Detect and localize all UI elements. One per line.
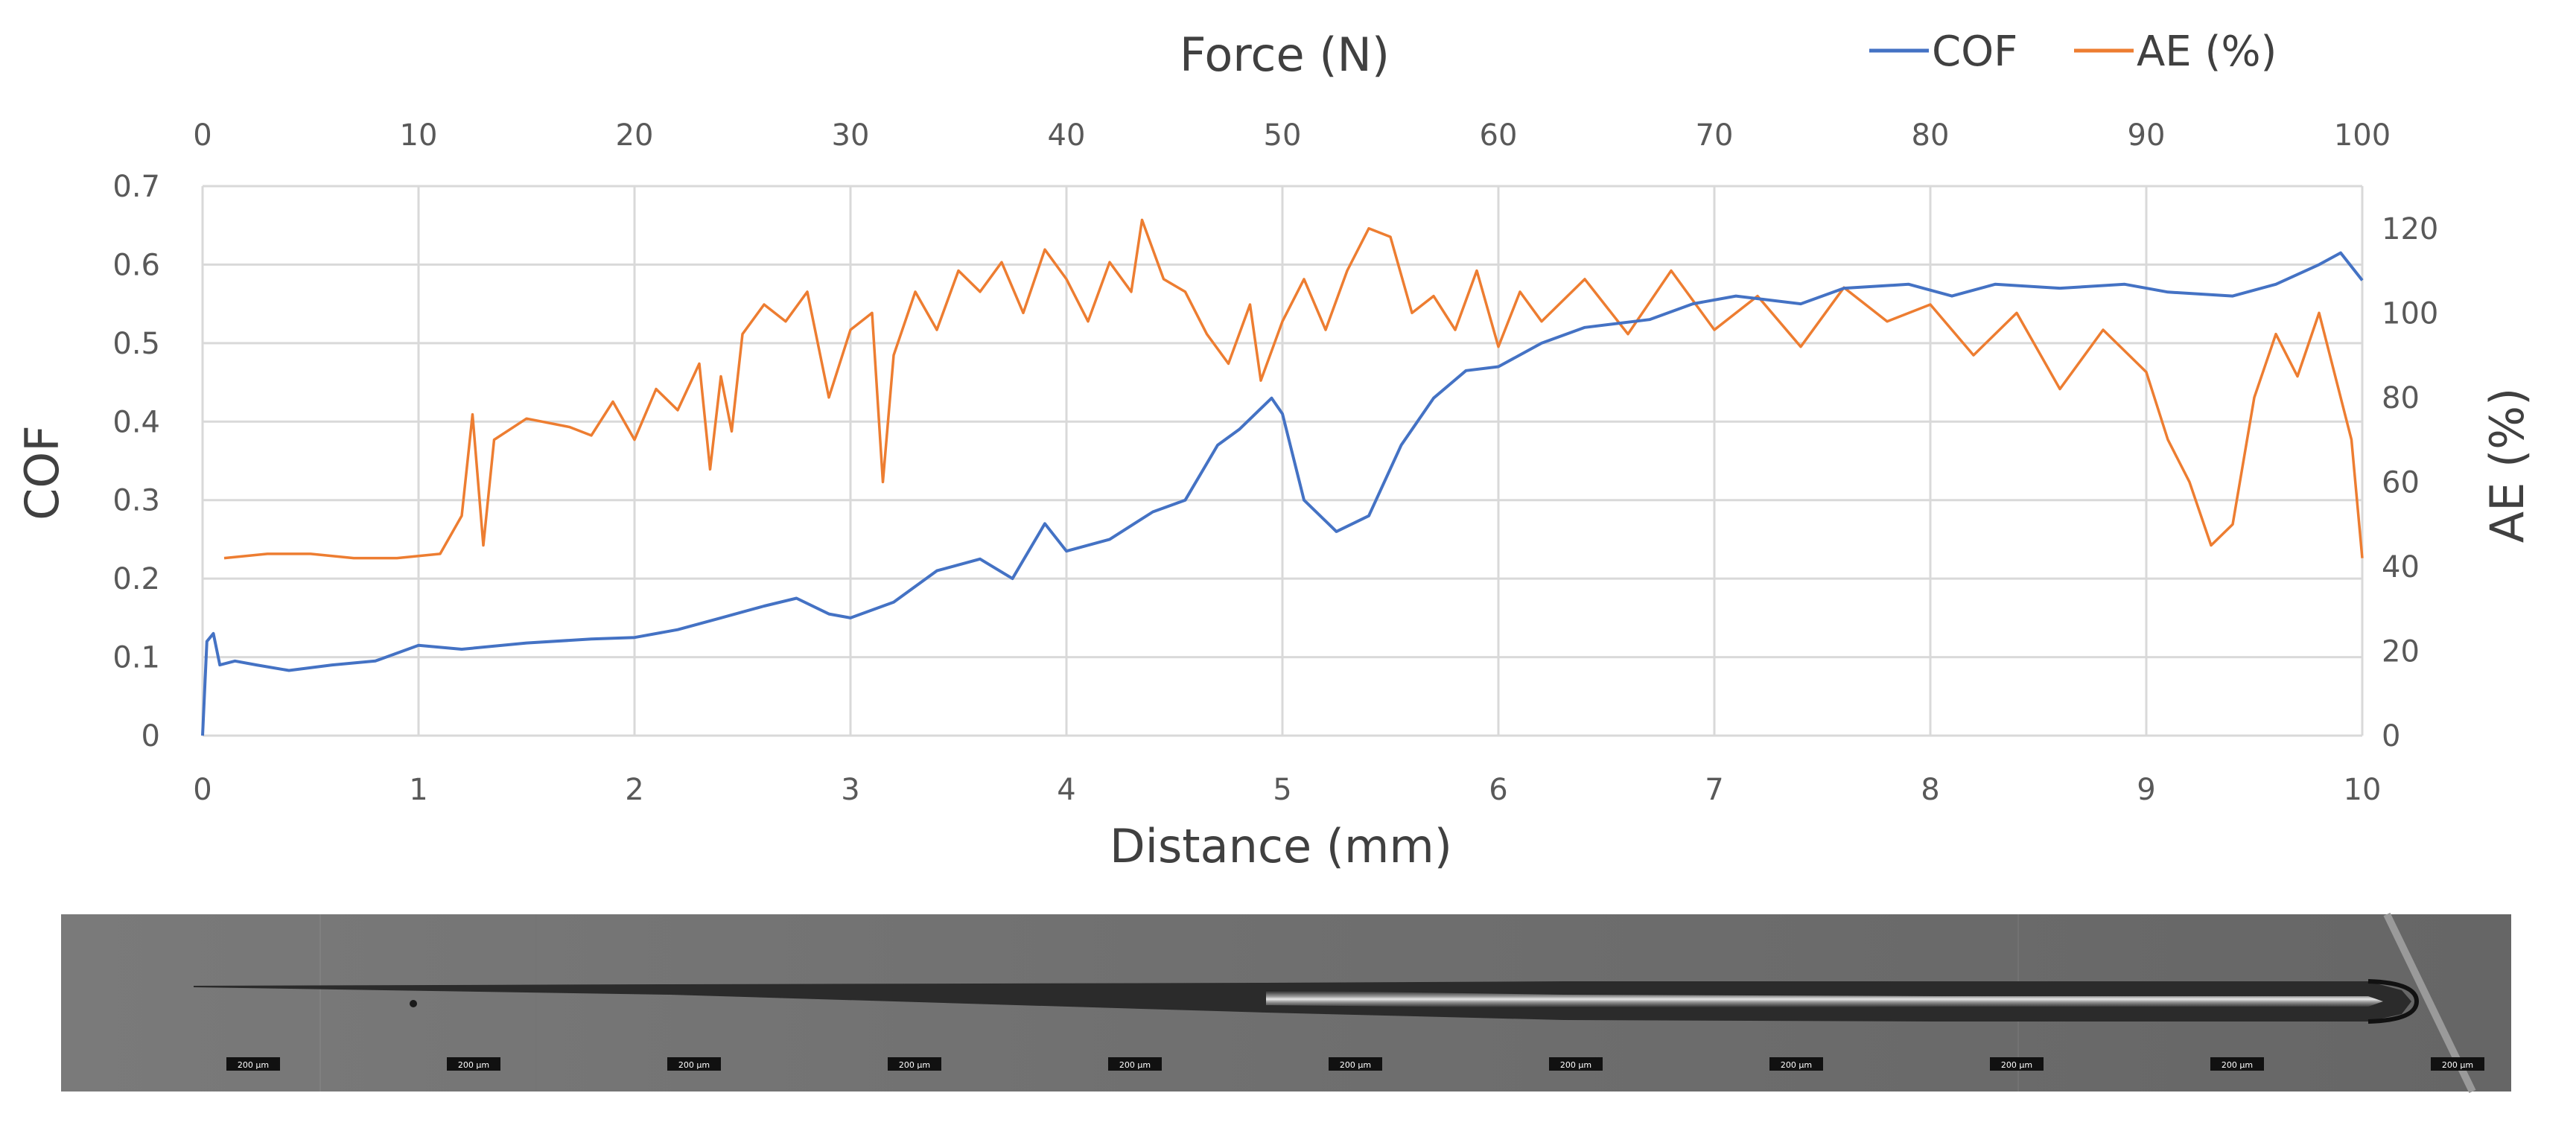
- y2-tick-label: 120: [2382, 212, 2438, 246]
- scale-bar: [2210, 1057, 2264, 1071]
- y2-axis-ticks: 0 20 40 60 80 100 120: [2382, 212, 2438, 753]
- x2-tick-label: 60: [1480, 118, 1518, 153]
- y2-tick-label: 100: [2382, 296, 2438, 331]
- scale-bar-label: 200 µm: [458, 1060, 489, 1070]
- x-tick-label: 9: [2137, 773, 2155, 807]
- scale-bar-label: 200 µm: [1119, 1060, 1151, 1070]
- x-axis-title: Distance (mm): [1110, 819, 1452, 873]
- x-tick-label: 6: [1489, 773, 1507, 807]
- micrograph: 200 µm 200 µm 200 µm 200 µm 200 µm 200 µm 200 …: [61, 912, 2511, 1094]
- x-tick-label: 0: [193, 773, 212, 807]
- x-tick-label: 3: [841, 773, 859, 807]
- series-line-cof: [201, 251, 2364, 736]
- x2-tick-label: 90: [2128, 118, 2166, 153]
- scale-bar-label: 200 µm: [899, 1060, 930, 1070]
- y-tick-label: 0.7: [112, 170, 160, 204]
- y-axis-title: COF: [15, 425, 69, 520]
- grid: [201, 185, 2364, 737]
- x-tick-label: 1: [409, 773, 427, 807]
- x-tick-label: 10: [2344, 773, 2382, 807]
- x2-tick-label: 70: [1696, 118, 1734, 153]
- y2-axis-title: AE (%): [2480, 388, 2534, 544]
- y-axis-ticks: 0 0.1 0.2 0.3 0.4 0.5 0.6 0.7: [112, 170, 160, 753]
- scale-bar: [447, 1057, 500, 1071]
- x-tick-label: 5: [1273, 773, 1291, 807]
- x-axis-ticks: 0 1 2 3 4 5 6 7 8 9 10: [193, 773, 2381, 807]
- scale-bar-label: 200 µm: [2222, 1060, 2253, 1070]
- scale-bar: [1108, 1057, 1162, 1071]
- scale-bar-label: 200 µm: [2442, 1060, 2473, 1070]
- y-tick-label: 0.1: [112, 641, 160, 675]
- x2-tick-label: 0: [193, 118, 212, 153]
- y2-tick-label: 0: [2382, 719, 2400, 753]
- x2-tick-label: 50: [1264, 118, 1302, 153]
- scale-bar: [1329, 1057, 1382, 1071]
- scale-bar-label: 200 µm: [678, 1060, 710, 1070]
- scale-bar: [1769, 1057, 1823, 1071]
- scale-bar: [1990, 1057, 2044, 1071]
- legend-label-ae: AE (%): [2137, 28, 2277, 76]
- scale-bar-label: 200 µm: [1781, 1060, 1812, 1070]
- y-tick-label: 0.5: [112, 327, 160, 361]
- scale-bar: [226, 1057, 280, 1071]
- y2-tick-label: 60: [2382, 465, 2420, 500]
- x-tick-label: 8: [1921, 773, 1939, 807]
- legend-label-cof: COF: [1932, 28, 2017, 76]
- x2-tick-label: 80: [1912, 118, 1950, 153]
- x2-tick-label: 30: [832, 118, 870, 153]
- x-tick-label: 4: [1057, 773, 1075, 807]
- series-line-ae: [223, 218, 2364, 560]
- x2-axis-title: Force (N): [1180, 28, 1390, 82]
- series-layer: [201, 218, 2364, 736]
- scale-bar-label: 200 µm: [2001, 1060, 2032, 1070]
- scale-bar-label: 200 µm: [1340, 1060, 1371, 1070]
- y2-tick-label: 20: [2382, 634, 2420, 669]
- scale-bar-label: 200 µm: [1560, 1060, 1591, 1070]
- scratch-start-point: [410, 1000, 417, 1007]
- legend: COF AE (%): [1869, 28, 2277, 76]
- x2-axis-ticks: 0 10 20 30 40 50 60 70 80 90 100: [193, 118, 2391, 153]
- x2-tick-label: 100: [2334, 118, 2391, 153]
- scratch-end-crater: [2367, 979, 2420, 1024]
- x2-tick-label: 10: [400, 118, 438, 153]
- scale-bar: [667, 1057, 721, 1071]
- x-tick-label: 2: [625, 773, 643, 807]
- scale-bar-label: 200 µm: [238, 1060, 269, 1070]
- y2-tick-label: 40: [2382, 550, 2420, 584]
- x-tick-label: 7: [1705, 773, 1723, 807]
- y-tick-label: 0.4: [112, 405, 160, 439]
- scale-bars: 200 µm 200 µm 200 µm 200 µm 200 µm 200 µm 200 …: [226, 1057, 2484, 1071]
- x2-tick-label: 20: [616, 118, 654, 153]
- scale-bar: [2431, 1057, 2484, 1071]
- scale-bar: [888, 1057, 941, 1071]
- y-tick-label: 0.6: [112, 248, 160, 282]
- y-tick-label: 0.3: [112, 484, 160, 518]
- x2-tick-label: 40: [1048, 118, 1086, 153]
- y-tick-label: 0.2: [112, 562, 160, 596]
- scratch-track-highlight: [1266, 990, 2383, 1008]
- y-tick-label: 0: [141, 719, 160, 753]
- scale-bar: [1549, 1057, 1603, 1071]
- y2-tick-label: 80: [2382, 381, 2420, 415]
